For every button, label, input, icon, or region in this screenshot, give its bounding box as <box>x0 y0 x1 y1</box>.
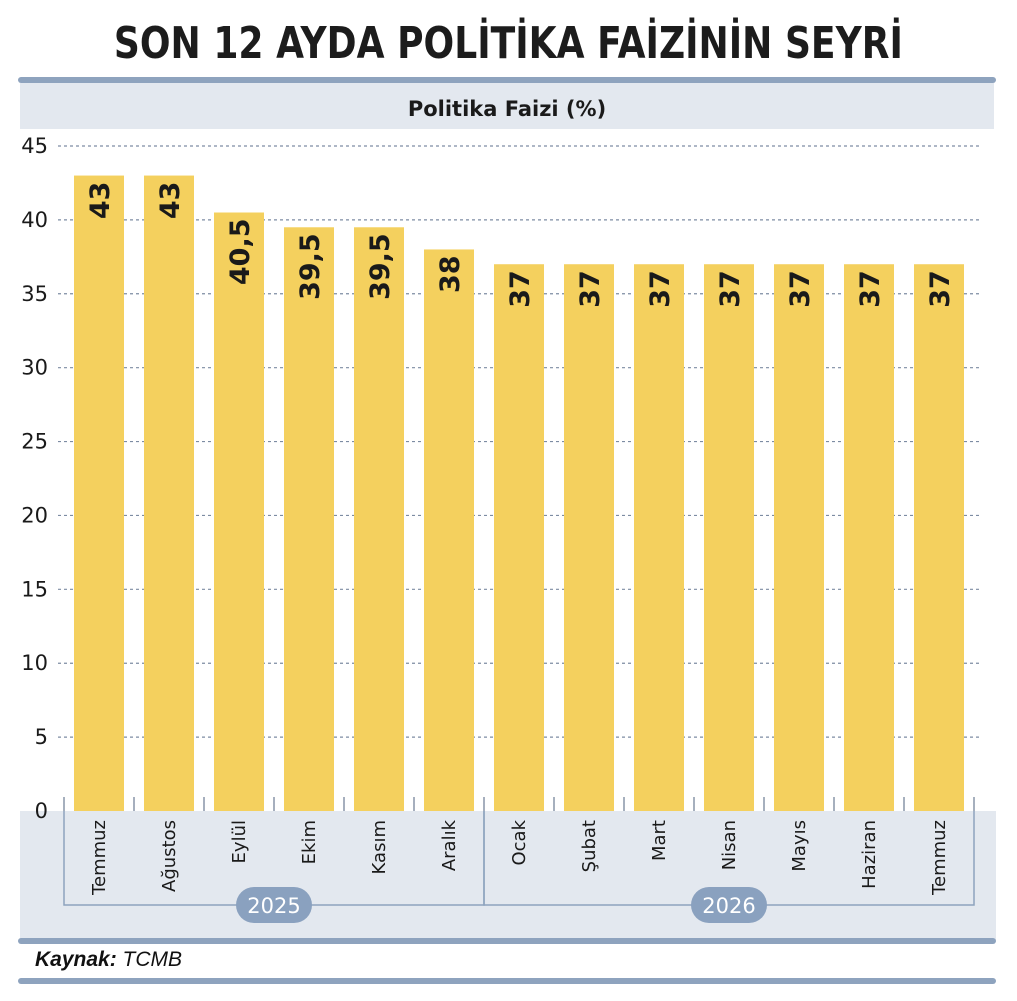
bar-value-label: 37 <box>925 270 956 308</box>
x-category-label: Ekim <box>299 820 320 864</box>
y-tick-label: 15 <box>21 577 48 601</box>
bar-value-label: 37 <box>575 270 606 308</box>
bar <box>424 249 474 811</box>
chart-subtitle: Politika Faizi (%) <box>408 97 606 121</box>
source-note: Kaynak: TCMB <box>35 948 182 972</box>
x-category-label: Mart <box>649 820 670 861</box>
bar <box>914 264 964 811</box>
subtitle-band <box>20 83 994 129</box>
bar <box>354 227 404 811</box>
bar <box>634 264 684 811</box>
bar <box>494 264 544 811</box>
bar-value-label: 43 <box>155 182 186 220</box>
bar-value-label: 37 <box>645 270 676 308</box>
bar <box>214 212 264 811</box>
x-category-label: Nisan <box>719 820 740 870</box>
y-tick-label: 5 <box>35 725 48 749</box>
bar-value-label: 37 <box>785 270 816 308</box>
y-tick-label: 30 <box>21 356 48 380</box>
y-tick-label: 45 <box>21 134 48 158</box>
year-label: 2025 <box>247 894 300 918</box>
chart-title: SON 12 AYDA POLİTİKA FAİZİNİN SEYRİ <box>113 18 903 69</box>
bar-value-label: 37 <box>715 270 746 308</box>
x-category-label: Mayıs <box>789 820 810 872</box>
x-category-label: Ocak <box>509 819 530 865</box>
y-tick-label: 0 <box>35 799 48 823</box>
grid-lines <box>58 145 980 738</box>
bar <box>564 264 614 811</box>
year-pill <box>236 887 312 923</box>
bar <box>844 264 894 811</box>
x-category-label: Ağustos <box>159 820 180 892</box>
y-tick-label: 25 <box>21 430 48 454</box>
footer-rule <box>18 978 996 984</box>
category-band <box>20 811 996 940</box>
x-category-label: Şubat <box>579 820 600 872</box>
chart-frame: Politika Faizi (%)2025 2026 <box>18 77 996 984</box>
y-tick-label: 20 <box>21 503 48 527</box>
bars: 43 43 40,5 39,5 39,5 38 37 37 37 37 37 37 37 <box>74 175 964 812</box>
y-tick-label: 10 <box>21 651 48 675</box>
bottom-rule <box>18 938 996 944</box>
y-tick-label: 35 <box>21 282 48 306</box>
bar-value-label: 39,5 <box>295 233 326 300</box>
bar-value-label: 39,5 <box>365 233 396 300</box>
bar <box>704 264 754 811</box>
bar <box>144 175 194 812</box>
x-category-label: Aralık <box>439 819 460 871</box>
bar-value-label: 40,5 <box>225 219 256 286</box>
axes: 0 5 10 15 20 25 30 35 40 45 Temmuz Ağustos Eylül Ekim… <box>21 134 975 896</box>
year-label: 2026 <box>702 894 755 918</box>
year-pill <box>691 887 767 923</box>
x-category-label: Kasım <box>369 820 390 874</box>
bar <box>774 264 824 811</box>
top-rule <box>18 77 996 83</box>
bar <box>284 227 334 811</box>
x-category-label: Temmuz <box>929 820 950 896</box>
y-tick-label: 40 <box>21 208 48 232</box>
bar-value-label: 37 <box>505 270 536 308</box>
source-label: Kaynak: <box>35 948 117 971</box>
x-category-label: Temmuz <box>89 820 110 896</box>
x-category-label: Haziran <box>859 820 880 889</box>
source-value: TCMB <box>122 948 183 971</box>
x-category-label: Eylül <box>229 820 250 863</box>
bar <box>74 175 124 812</box>
bar-value-label: 38 <box>435 255 466 293</box>
bar-value-label: 43 <box>85 182 116 220</box>
bar-value-label: 37 <box>855 270 886 308</box>
